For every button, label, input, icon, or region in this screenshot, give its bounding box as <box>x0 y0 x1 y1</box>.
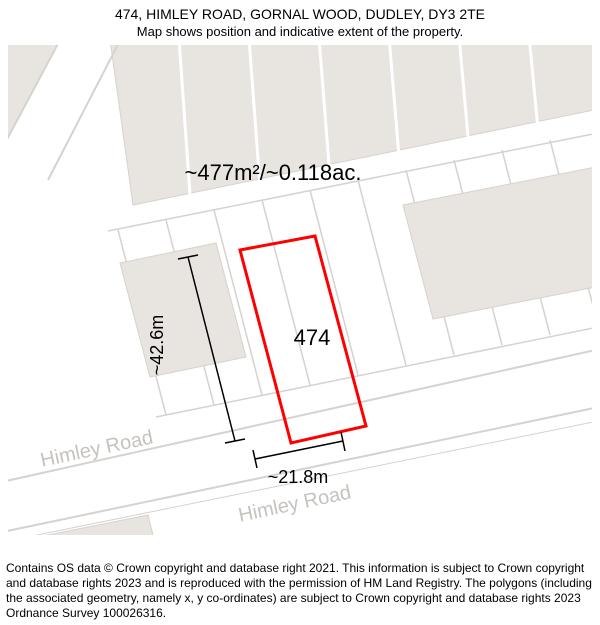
depth-dimension: ~42.6m <box>147 315 167 376</box>
page-title: 474, HIMLEY ROAD, GORNAL WOOD, DUDLEY, D… <box>0 6 600 24</box>
width-dimension: ~21.8m <box>268 467 329 487</box>
header: 474, HIMLEY ROAD, GORNAL WOOD, DUDLEY, D… <box>0 6 600 40</box>
page-subtitle: Map shows position and indicative extent… <box>0 24 600 40</box>
area-label: ~477m²/~0.118ac. <box>185 160 362 185</box>
property-map: Himley RoadHimley Road474~477m²/~0.118ac… <box>8 45 592 535</box>
property-number: 474 <box>294 325 331 350</box>
footer-copyright: Contains OS data © Crown copyright and d… <box>6 561 594 621</box>
map-svg: Himley RoadHimley Road474~477m²/~0.118ac… <box>8 45 592 535</box>
